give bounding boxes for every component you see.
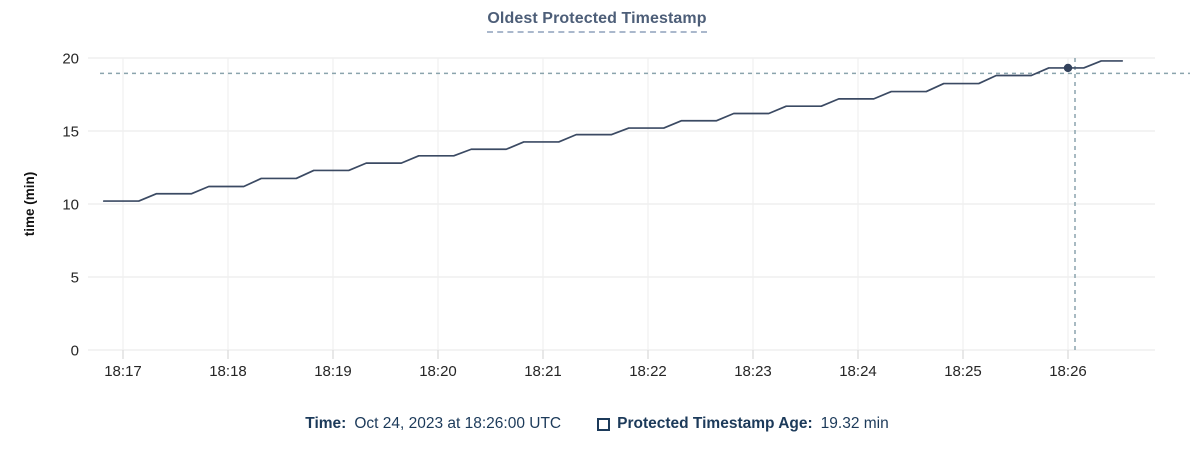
time-value: Oct 24, 2023 at 18:26:00 UTC	[354, 415, 562, 432]
series-line-protected-timestamp-age	[102, 60, 1124, 202]
legend-item-protected-timestamp-age[interactable]: Protected Timestamp Age: 19.32 min	[597, 415, 889, 433]
x-tick-label-18:19: 18:19	[314, 363, 352, 380]
y-tick-label-20: 20	[62, 50, 79, 67]
hover-dot	[1063, 63, 1073, 73]
x-tick-label-18:23: 18:23	[734, 363, 772, 380]
time-label: Time:	[305, 415, 347, 432]
x-tick-label-18:18: 18:18	[209, 363, 247, 380]
chart-footer-legend: Time: Oct 24, 2023 at 18:26:00 UTC Prote…	[0, 415, 1194, 433]
legend-series-value: 19.32 min	[820, 415, 889, 432]
y-tick-label-15: 15	[62, 123, 79, 140]
x-tick-label-18:26: 18:26	[1049, 363, 1087, 380]
chart-title: Oldest Protected Timestamp	[487, 10, 707, 33]
chart-canvas[interactable]: 0 5 10 15 20 18:17 18:18 18:19 18:20 18:21 18:22 18…	[0, 0, 1194, 400]
y-axis-title: time (min)	[22, 172, 37, 237]
legend-checkbox-icon[interactable]	[597, 417, 611, 431]
hover-time-readout: Time: Oct 24, 2023 at 18:26:00 UTC	[305, 415, 561, 433]
y-tick-label-10: 10	[62, 196, 79, 213]
x-tick-label-18:21: 18:21	[524, 363, 562, 380]
x-tick-label-18:24: 18:24	[839, 363, 877, 380]
chart-header: Oldest Protected Timestamp	[0, 10, 1194, 33]
x-tick-label-18:22: 18:22	[629, 363, 667, 380]
y-tick-label-0: 0	[71, 342, 79, 359]
x-tick-label-18:17: 18:17	[104, 363, 142, 380]
x-tick-label-18:25: 18:25	[944, 363, 982, 380]
x-tick-label-18:20: 18:20	[419, 363, 457, 380]
legend-series-label: Protected Timestamp Age:	[617, 415, 813, 432]
y-tick-label-5: 5	[71, 269, 79, 286]
